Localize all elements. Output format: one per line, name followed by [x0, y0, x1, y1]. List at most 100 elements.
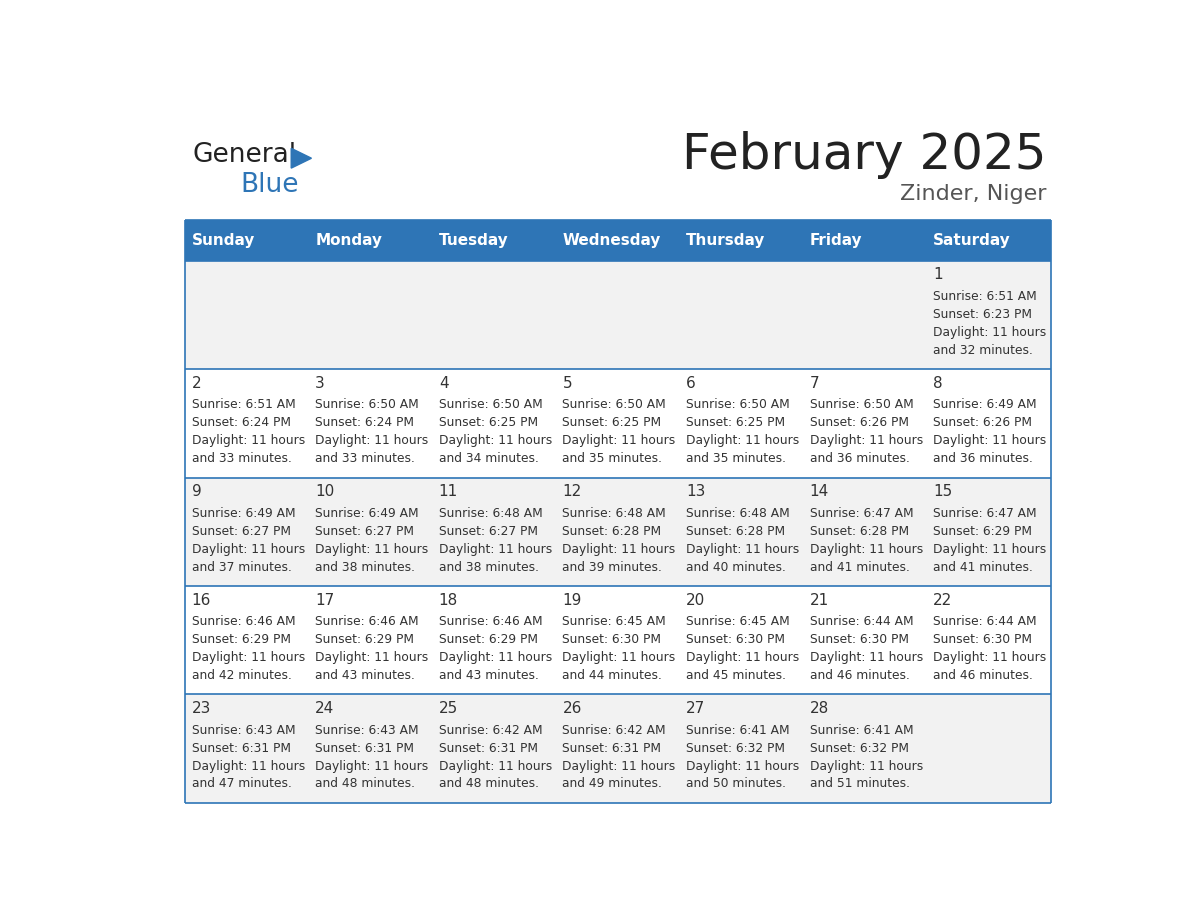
Bar	[680, 477, 803, 586]
Text: Sunset: 6:31 PM: Sunset: 6:31 PM	[191, 742, 291, 755]
Text: Sunset: 6:30 PM: Sunset: 6:30 PM	[562, 633, 662, 646]
Text: Daylight: 11 hours: Daylight: 11 hours	[810, 543, 923, 555]
Text: Sunset: 6:28 PM: Sunset: 6:28 PM	[810, 525, 909, 538]
Bar	[556, 261, 680, 369]
Bar	[309, 369, 432, 477]
Bar	[432, 219, 556, 261]
Text: Sunset: 6:27 PM: Sunset: 6:27 PM	[191, 525, 291, 538]
Text: and 33 minutes.: and 33 minutes.	[191, 452, 291, 465]
Text: Sunrise: 6:44 AM: Sunrise: 6:44 AM	[810, 615, 914, 628]
Text: 22: 22	[934, 592, 953, 608]
Text: Sunrise: 6:50 AM: Sunrise: 6:50 AM	[438, 398, 543, 411]
Text: Sunrise: 6:49 AM: Sunrise: 6:49 AM	[191, 507, 295, 520]
Text: Sunday: Sunday	[191, 233, 255, 248]
Text: Sunset: 6:27 PM: Sunset: 6:27 PM	[315, 525, 415, 538]
Text: Daylight: 11 hours: Daylight: 11 hours	[562, 434, 676, 447]
Text: Sunset: 6:24 PM: Sunset: 6:24 PM	[191, 417, 291, 430]
Bar	[680, 219, 803, 261]
Text: Sunset: 6:26 PM: Sunset: 6:26 PM	[810, 417, 909, 430]
Bar	[309, 477, 432, 586]
Bar	[432, 694, 556, 803]
Text: Sunset: 6:31 PM: Sunset: 6:31 PM	[438, 742, 538, 755]
Text: Sunrise: 6:49 AM: Sunrise: 6:49 AM	[315, 507, 419, 520]
Text: 14: 14	[810, 484, 829, 499]
Text: Sunset: 6:29 PM: Sunset: 6:29 PM	[315, 633, 415, 646]
Text: Daylight: 11 hours: Daylight: 11 hours	[438, 759, 552, 773]
Text: and 35 minutes.: and 35 minutes.	[562, 452, 663, 465]
Text: Blue: Blue	[240, 172, 299, 197]
Polygon shape	[291, 149, 311, 168]
Text: and 32 minutes.: and 32 minutes.	[934, 343, 1034, 357]
Text: Sunset: 6:30 PM: Sunset: 6:30 PM	[810, 633, 909, 646]
Text: Sunrise: 6:50 AM: Sunrise: 6:50 AM	[810, 398, 914, 411]
Bar	[432, 586, 556, 694]
Text: 7: 7	[810, 375, 820, 391]
Text: Sunrise: 6:48 AM: Sunrise: 6:48 AM	[438, 507, 543, 520]
Bar	[309, 586, 432, 694]
Text: Sunrise: 6:50 AM: Sunrise: 6:50 AM	[685, 398, 790, 411]
Text: 15: 15	[934, 484, 953, 499]
Text: 11: 11	[438, 484, 459, 499]
Text: Sunset: 6:32 PM: Sunset: 6:32 PM	[685, 742, 785, 755]
Text: Sunrise: 6:51 AM: Sunrise: 6:51 AM	[934, 290, 1037, 303]
Bar	[309, 261, 432, 369]
Text: 16: 16	[191, 592, 211, 608]
Text: 24: 24	[315, 701, 334, 716]
Text: Sunrise: 6:45 AM: Sunrise: 6:45 AM	[685, 615, 790, 628]
Bar	[556, 477, 680, 586]
Bar	[432, 261, 556, 369]
Bar	[803, 261, 927, 369]
Bar	[680, 261, 803, 369]
Text: and 38 minutes.: and 38 minutes.	[315, 561, 415, 574]
Text: 13: 13	[685, 484, 706, 499]
Text: Daylight: 11 hours: Daylight: 11 hours	[315, 759, 429, 773]
Bar	[185, 369, 309, 477]
Text: and 43 minutes.: and 43 minutes.	[438, 669, 538, 682]
Text: Daylight: 11 hours: Daylight: 11 hours	[315, 434, 429, 447]
Text: Sunset: 6:31 PM: Sunset: 6:31 PM	[562, 742, 662, 755]
Text: Daylight: 11 hours: Daylight: 11 hours	[562, 651, 676, 664]
Text: and 40 minutes.: and 40 minutes.	[685, 561, 786, 574]
Text: Sunrise: 6:51 AM: Sunrise: 6:51 AM	[191, 398, 296, 411]
Text: Sunset: 6:29 PM: Sunset: 6:29 PM	[934, 525, 1032, 538]
Text: Daylight: 11 hours: Daylight: 11 hours	[685, 434, 800, 447]
Text: 12: 12	[562, 484, 582, 499]
Text: and 45 minutes.: and 45 minutes.	[685, 669, 786, 682]
Text: Daylight: 11 hours: Daylight: 11 hours	[315, 651, 429, 664]
Text: Daylight: 11 hours: Daylight: 11 hours	[191, 651, 305, 664]
Text: Daylight: 11 hours: Daylight: 11 hours	[934, 326, 1047, 339]
Text: and 43 minutes.: and 43 minutes.	[315, 669, 415, 682]
Text: Sunrise: 6:47 AM: Sunrise: 6:47 AM	[810, 507, 914, 520]
Text: Daylight: 11 hours: Daylight: 11 hours	[685, 543, 800, 555]
Bar	[927, 219, 1051, 261]
Text: Sunset: 6:29 PM: Sunset: 6:29 PM	[438, 633, 538, 646]
Text: Daylight: 11 hours: Daylight: 11 hours	[438, 651, 552, 664]
Text: 19: 19	[562, 592, 582, 608]
Text: and 51 minutes.: and 51 minutes.	[810, 778, 910, 790]
Text: Sunset: 6:27 PM: Sunset: 6:27 PM	[438, 525, 538, 538]
Text: Sunrise: 6:42 AM: Sunrise: 6:42 AM	[438, 723, 543, 737]
Bar	[309, 219, 432, 261]
Text: Daylight: 11 hours: Daylight: 11 hours	[562, 759, 676, 773]
Text: Sunset: 6:25 PM: Sunset: 6:25 PM	[438, 417, 538, 430]
Text: 6: 6	[685, 375, 696, 391]
Text: Daylight: 11 hours: Daylight: 11 hours	[315, 543, 429, 555]
Text: Daylight: 11 hours: Daylight: 11 hours	[438, 543, 552, 555]
Text: 4: 4	[438, 375, 448, 391]
Text: and 33 minutes.: and 33 minutes.	[315, 452, 415, 465]
Text: Daylight: 11 hours: Daylight: 11 hours	[191, 434, 305, 447]
Text: and 47 minutes.: and 47 minutes.	[191, 778, 291, 790]
Text: Daylight: 11 hours: Daylight: 11 hours	[438, 434, 552, 447]
Bar	[432, 369, 556, 477]
Text: 1: 1	[934, 267, 943, 282]
Bar	[927, 477, 1051, 586]
Bar	[309, 694, 432, 803]
Text: and 36 minutes.: and 36 minutes.	[810, 452, 910, 465]
Bar	[680, 694, 803, 803]
Text: and 34 minutes.: and 34 minutes.	[438, 452, 538, 465]
Text: and 44 minutes.: and 44 minutes.	[562, 669, 662, 682]
Text: 28: 28	[810, 701, 829, 716]
Text: Sunrise: 6:46 AM: Sunrise: 6:46 AM	[438, 615, 543, 628]
Text: Monday: Monday	[315, 233, 383, 248]
Text: Sunrise: 6:48 AM: Sunrise: 6:48 AM	[685, 507, 790, 520]
